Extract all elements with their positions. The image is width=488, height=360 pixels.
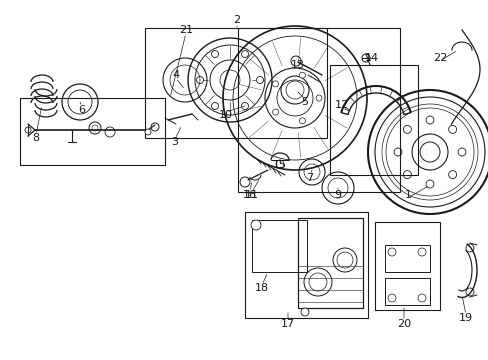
- Text: 4: 4: [172, 70, 179, 80]
- Circle shape: [241, 103, 248, 109]
- Circle shape: [196, 77, 203, 84]
- Text: 3: 3: [171, 137, 178, 147]
- Circle shape: [403, 171, 410, 179]
- Text: 14: 14: [364, 53, 378, 63]
- Text: 12: 12: [334, 100, 348, 110]
- Circle shape: [403, 125, 410, 133]
- Circle shape: [211, 50, 218, 58]
- Circle shape: [447, 125, 456, 133]
- Circle shape: [256, 77, 263, 84]
- Text: 6: 6: [79, 105, 85, 115]
- Circle shape: [425, 116, 433, 124]
- Circle shape: [457, 148, 465, 156]
- Text: 8: 8: [32, 133, 40, 143]
- Text: 17: 17: [281, 319, 294, 329]
- Bar: [374, 222, 439, 310]
- Circle shape: [315, 95, 321, 101]
- Text: 16: 16: [243, 190, 257, 200]
- Bar: [329, 65, 417, 175]
- Text: 22: 22: [432, 53, 446, 63]
- Circle shape: [301, 308, 308, 316]
- Circle shape: [299, 72, 305, 78]
- Circle shape: [211, 103, 218, 109]
- Text: 1: 1: [404, 190, 411, 200]
- Text: 21: 21: [179, 25, 193, 35]
- Text: 18: 18: [254, 283, 268, 293]
- Bar: [238, 28, 399, 192]
- Text: 9: 9: [334, 190, 341, 200]
- Text: 13: 13: [290, 60, 305, 70]
- Bar: [244, 212, 367, 318]
- Text: 15: 15: [272, 160, 286, 170]
- Circle shape: [250, 220, 261, 230]
- Text: 20: 20: [396, 319, 410, 329]
- Circle shape: [299, 118, 305, 124]
- Text: 2: 2: [233, 15, 240, 25]
- Bar: [297, 218, 362, 308]
- Bar: [20, 98, 164, 165]
- Circle shape: [393, 148, 401, 156]
- Circle shape: [272, 109, 278, 115]
- Circle shape: [145, 129, 151, 135]
- Circle shape: [425, 180, 433, 188]
- Text: 10: 10: [219, 110, 232, 120]
- Circle shape: [272, 81, 278, 87]
- Text: 11: 11: [244, 190, 259, 200]
- Circle shape: [447, 171, 456, 179]
- Text: 19: 19: [458, 313, 472, 323]
- Text: 5: 5: [301, 97, 308, 107]
- Bar: [145, 28, 326, 138]
- Bar: [251, 220, 306, 272]
- Circle shape: [241, 50, 248, 58]
- Text: 7: 7: [306, 173, 313, 183]
